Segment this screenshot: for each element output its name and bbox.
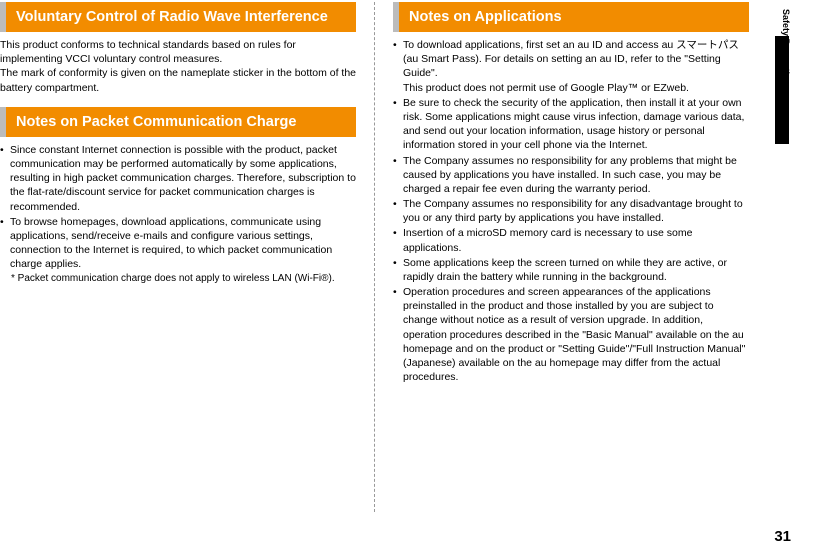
footnote-packet: * Packet communication charge does not a… [0, 272, 356, 285]
list-item: To browse homepages, download applicatio… [0, 215, 356, 272]
section-header-vcci: Voluntary Control of Radio Wave Interfer… [0, 2, 356, 32]
list-item: The Company assumes no responsibility fo… [393, 154, 749, 197]
left-column: Voluntary Control of Radio Wave Interfer… [0, 2, 356, 551]
list-item: Operation procedures and screen appearan… [393, 285, 749, 384]
list-item: Some applications keep the screen turned… [393, 256, 749, 284]
page-number: 31 [774, 528, 791, 545]
section-header-apps: Notes on Applications [393, 2, 749, 32]
right-column: Notes on Applications To download applic… [393, 2, 749, 551]
bullet-list-apps: To download applications, first set an a… [393, 38, 749, 384]
column-divider [374, 2, 375, 512]
list-item: Insertion of a microSD memory card is ne… [393, 226, 749, 254]
list-item: Since constant Internet connection is po… [0, 143, 356, 214]
body-text-vcci: This product conforms to technical stand… [0, 38, 356, 95]
section-header-packet: Notes on Packet Communication Charge [0, 107, 356, 137]
list-item: To download applications, first set an a… [393, 38, 749, 95]
list-item: The Company assumes no responsibility fo… [393, 197, 749, 225]
page-content: Voluntary Control of Radio Wave Interfer… [0, 0, 815, 551]
bullet-list-packet: Since constant Internet connection is po… [0, 143, 356, 272]
side-tab-label: Safety Precautions [781, 9, 791, 90]
list-item: Be sure to check the security of the app… [393, 96, 749, 153]
